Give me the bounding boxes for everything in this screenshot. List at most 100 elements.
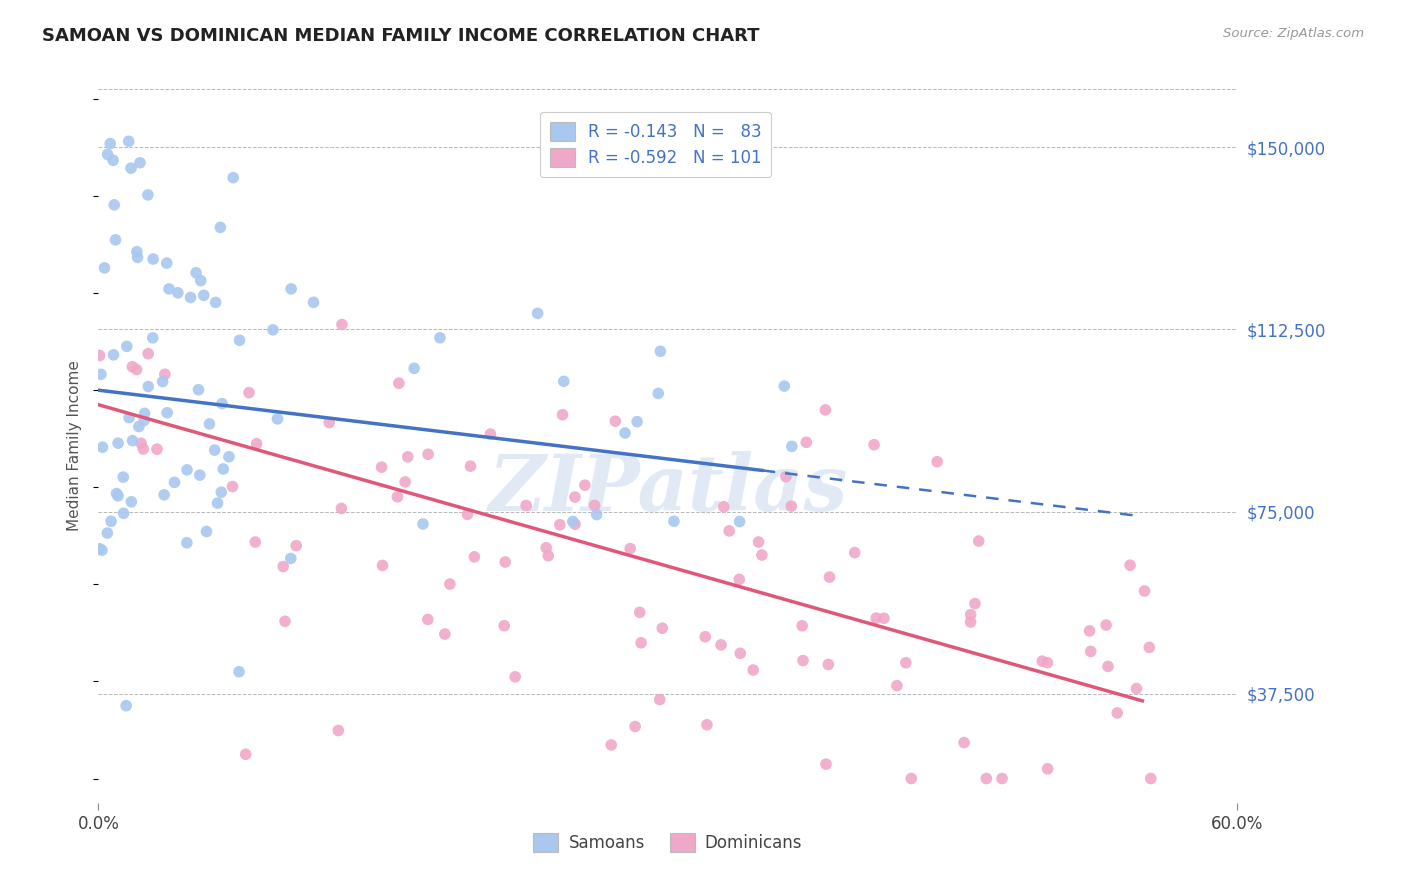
Point xyxy=(198,417,221,431)
Point xyxy=(204,295,226,310)
Point xyxy=(188,468,211,483)
Point xyxy=(388,376,411,391)
Point xyxy=(792,654,814,668)
Point xyxy=(561,515,583,529)
Point xyxy=(416,447,439,461)
Point xyxy=(1133,584,1156,599)
Point xyxy=(280,551,302,566)
Point xyxy=(127,251,149,265)
Point xyxy=(328,723,350,738)
Point xyxy=(537,549,560,563)
Point xyxy=(218,450,240,464)
Point xyxy=(775,469,797,483)
Point xyxy=(628,606,651,620)
Point xyxy=(429,331,451,345)
Point xyxy=(167,285,190,300)
Point xyxy=(103,198,125,212)
Point xyxy=(125,244,148,259)
Point xyxy=(605,414,627,428)
Point xyxy=(818,570,841,584)
Point xyxy=(728,515,751,529)
Point xyxy=(228,334,250,348)
Point xyxy=(460,459,482,474)
Point xyxy=(1140,772,1163,786)
Point xyxy=(105,486,128,500)
Point xyxy=(416,612,439,626)
Point xyxy=(1107,706,1129,720)
Point xyxy=(221,479,243,493)
Point xyxy=(713,500,735,514)
Point xyxy=(551,408,574,422)
Point xyxy=(817,657,839,672)
Point xyxy=(583,499,606,513)
Point xyxy=(93,260,115,275)
Point xyxy=(91,440,114,454)
Point xyxy=(285,539,308,553)
Point xyxy=(176,535,198,549)
Point xyxy=(125,362,148,376)
Point xyxy=(976,772,998,786)
Point xyxy=(790,619,813,633)
Point xyxy=(132,442,155,456)
Point xyxy=(112,470,135,484)
Point xyxy=(89,349,111,363)
Point xyxy=(865,611,887,625)
Point xyxy=(967,534,990,549)
Point xyxy=(387,490,409,504)
Point xyxy=(153,488,176,502)
Point xyxy=(648,692,671,706)
Point xyxy=(209,220,232,235)
Point xyxy=(794,435,817,450)
Point xyxy=(112,506,135,520)
Point xyxy=(728,573,751,587)
Point xyxy=(863,438,886,452)
Point xyxy=(780,439,803,453)
Point xyxy=(574,478,596,492)
Point xyxy=(96,147,118,161)
Point xyxy=(439,577,461,591)
Point xyxy=(245,535,267,549)
Point xyxy=(152,375,174,389)
Point xyxy=(271,559,294,574)
Point xyxy=(1080,644,1102,658)
Point xyxy=(190,274,212,288)
Point xyxy=(553,375,575,389)
Point xyxy=(1125,681,1147,696)
Point xyxy=(187,383,209,397)
Point xyxy=(394,475,416,489)
Point xyxy=(115,698,138,713)
Point xyxy=(959,607,981,622)
Point xyxy=(650,344,672,359)
Legend: Samoans, Dominicans: Samoans, Dominicans xyxy=(527,826,808,859)
Point xyxy=(651,621,673,635)
Point xyxy=(624,719,647,733)
Point xyxy=(107,489,129,503)
Point xyxy=(184,266,207,280)
Point xyxy=(463,549,485,564)
Point xyxy=(280,282,302,296)
Point xyxy=(371,558,394,573)
Point xyxy=(662,514,685,528)
Point xyxy=(222,170,245,185)
Point xyxy=(742,663,765,677)
Point xyxy=(963,597,986,611)
Point xyxy=(894,656,917,670)
Point xyxy=(1097,659,1119,673)
Point xyxy=(748,535,770,549)
Point xyxy=(211,396,233,410)
Point xyxy=(246,437,269,451)
Point xyxy=(1119,558,1142,573)
Point xyxy=(1031,654,1053,668)
Point xyxy=(780,499,803,513)
Point xyxy=(118,410,141,425)
Point xyxy=(534,541,557,555)
Point xyxy=(129,436,152,450)
Point xyxy=(103,348,125,362)
Point xyxy=(129,155,152,169)
Point xyxy=(370,460,392,475)
Point xyxy=(89,541,111,556)
Point xyxy=(1078,624,1101,638)
Point xyxy=(503,670,526,684)
Point xyxy=(873,611,896,625)
Point xyxy=(844,546,866,560)
